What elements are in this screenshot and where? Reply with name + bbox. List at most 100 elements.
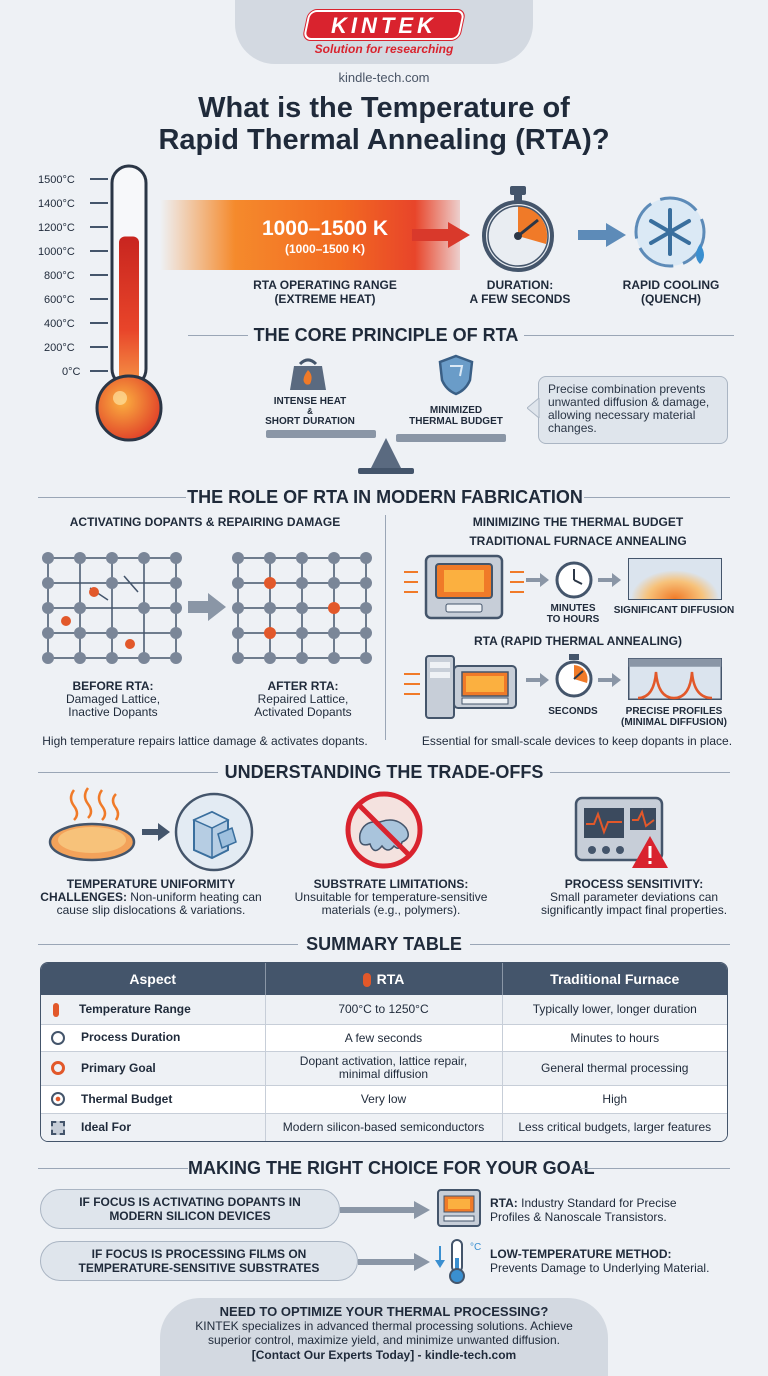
rta-cell: 700°C to 1250°C: [265, 995, 503, 1024]
before-line2: Inactive Dopants: [68, 705, 158, 719]
lattice-after: [232, 552, 372, 664]
no-polymer-icon: [345, 791, 423, 869]
option-2-line1: IF FOCUS IS PROCESSING FILMS ON: [91, 1247, 307, 1261]
tradeoff-1: TEMPERATURE UNIFORMITY CHALLENGES: Non-u…: [28, 878, 274, 917]
tick-label: 1200°C: [38, 222, 75, 234]
tradeoff-1-text: Non-uniform heating can cause slip dislo…: [56, 890, 262, 917]
arrow-right-icon: [526, 673, 549, 687]
rta-machine-icon: [437, 1189, 481, 1227]
shield-icon: [438, 354, 474, 396]
divider: [524, 335, 734, 336]
minutes-1: MINUTES: [550, 603, 596, 614]
significant-label: SIGNIFICANT DIFFUSION: [613, 605, 735, 616]
result-1-bold: RTA:: [490, 1196, 518, 1210]
thermometer-scale: 1500°C 1400°C 1200°C 1000°C 800°C 600°C …: [38, 172, 98, 382]
aspect-label: Process Duration: [81, 1030, 181, 1045]
range-value: 1000–1500 K: [261, 217, 389, 240]
stopwatch-icon: [482, 186, 554, 272]
before-line1: Damaged Lattice,: [65, 692, 161, 706]
divider: [470, 944, 730, 945]
control-panel-warning-icon: [574, 796, 668, 868]
summary-table: Aspect RTA Traditional Furnace Temperatu…: [40, 962, 728, 1142]
result-2-line1: Prevents Damage to Underlying Material.: [490, 1261, 710, 1275]
divider: [188, 335, 248, 336]
tradeoff-1-title: TEMPERATURE UNIFORMITY: [66, 877, 236, 891]
table-row: Temperature Range 700°C to 1250°C Typica…: [41, 995, 727, 1024]
summary-title: SUMMARY TABLE: [306, 934, 462, 954]
tradeoff-1-title2: CHALLENGES:: [40, 890, 127, 904]
range-label-1: RTA OPERATING RANGE: [253, 278, 397, 292]
option-1-line2: MODERN SILICON DEVICES: [109, 1209, 271, 1223]
wafer-heat-icon: [48, 787, 136, 862]
crystal-icon: [174, 792, 254, 872]
minutes-2: TO HOURS: [546, 614, 600, 625]
tagline: Solution for researching: [314, 42, 454, 56]
after-line2: Activated Dopants: [254, 705, 352, 719]
aspect-cell: Ideal For: [41, 1113, 266, 1141]
choice-result-2: LOW-TEMPERATURE METHOD: Prevents Damage …: [490, 1247, 740, 1275]
chip-icon: [51, 1120, 65, 1135]
col-header-furnace: Traditional Furnace: [550, 971, 680, 987]
footer-banner: [160, 1298, 608, 1376]
thermometer-icon: [362, 973, 371, 988]
rta-cell: Modern silicon-based semiconductors: [265, 1113, 503, 1141]
role-right-title-1: MINIMIZING THE THERMAL BUDGET: [472, 515, 684, 529]
tick-label: 1400°C: [38, 198, 75, 210]
site-url[interactable]: kindle-tech.com: [338, 70, 430, 85]
table-row: Ideal For Modern silicon-based semicondu…: [41, 1113, 727, 1141]
divider: [38, 497, 186, 498]
furnace-icon: [404, 554, 524, 620]
after-label: AFTER RTA: Repaired Lattice, Activated D…: [228, 680, 378, 719]
furnace-cell: High: [602, 1092, 628, 1106]
rta-header-text: RTA: [376, 970, 405, 987]
lattice-before: [42, 552, 182, 664]
balance-scale-icon: [266, 430, 506, 474]
core-title: THE CORE PRINCIPLE OF RTA: [253, 325, 519, 345]
table-header: Aspect RTA Traditional Furnace: [41, 963, 727, 995]
tick-label: 0°C: [62, 366, 81, 378]
rta-machine-icon: [404, 655, 517, 719]
contact-link[interactable]: [Contact Our Experts Today] - kindle-tec…: [251, 1348, 517, 1362]
core-right-1: MINIMIZED: [429, 405, 483, 416]
rta-cell: A few seconds: [265, 1024, 503, 1051]
core-note-box: [538, 376, 728, 444]
range-sub: (1000–1500 K): [284, 242, 366, 256]
clock-icon: [555, 561, 593, 599]
footer-text-1: KINTEK specializes in advanced thermal p…: [195, 1319, 573, 1333]
core-note: Precise combination prevents unwanted di…: [548, 382, 710, 435]
tick-label: 800°C: [44, 270, 75, 282]
furnace-cell: Minutes to hours: [570, 1030, 660, 1045]
arrow-right-icon: [358, 1253, 430, 1271]
aspect-cell: Primary Goal: [41, 1051, 266, 1085]
arrow-right-icon: [578, 223, 626, 247]
arrow-right-icon: [188, 593, 226, 621]
aspect-label: Thermal Budget: [81, 1091, 173, 1106]
furnace-cell: General thermal processing: [541, 1061, 689, 1075]
range-label: RTA OPERATING RANGE (EXTREME HEAT): [220, 278, 430, 306]
choice-option-1[interactable]: IF FOCUS IS ACTIVATING DOPANTS IN MODERN…: [40, 1189, 340, 1229]
tick-label: 600°C: [44, 294, 75, 306]
thermometer-icon: [53, 1002, 59, 1017]
choice-result-1: RTA: Industry Standard for Precise Profi…: [490, 1196, 740, 1224]
diffusion-profile-wide: [628, 558, 722, 600]
diffusion-profile-sharp: [628, 658, 722, 700]
stopwatch-icon: [555, 654, 593, 698]
choice-option-2[interactable]: IF FOCUS IS PROCESSING FILMS ON TEMPERAT…: [40, 1241, 358, 1281]
col-header-aspect: Aspect: [41, 963, 266, 995]
table-row: Process Duration A few seconds Minutes t…: [41, 1024, 727, 1051]
rta-cell: Very low: [265, 1085, 503, 1113]
table-row: Thermal Budget Very low High: [41, 1085, 727, 1113]
precise-1: PRECISE PROFILES: [625, 706, 723, 717]
role-right-caption: Essential for small-scale devices to kee…: [421, 734, 733, 748]
arrow-right-icon: [412, 222, 470, 248]
page-title-line1: What is the Temperature of: [198, 92, 570, 124]
energy-icon: [51, 1092, 65, 1107]
duration-label-2: A FEW SECONDS: [469, 292, 571, 306]
aspect-cell: Thermal Budget: [41, 1085, 266, 1113]
divider: [580, 1168, 730, 1169]
tradeoff-2-text: Unsuitable for temperature-sensitive mat…: [294, 890, 488, 917]
duration-label: DURATION: A FEW SECONDS: [440, 278, 600, 306]
arrow-right-icon: [598, 673, 621, 687]
aspect-cell: Temperature Range: [41, 995, 266, 1024]
col-header-rta: RTA: [265, 963, 503, 995]
